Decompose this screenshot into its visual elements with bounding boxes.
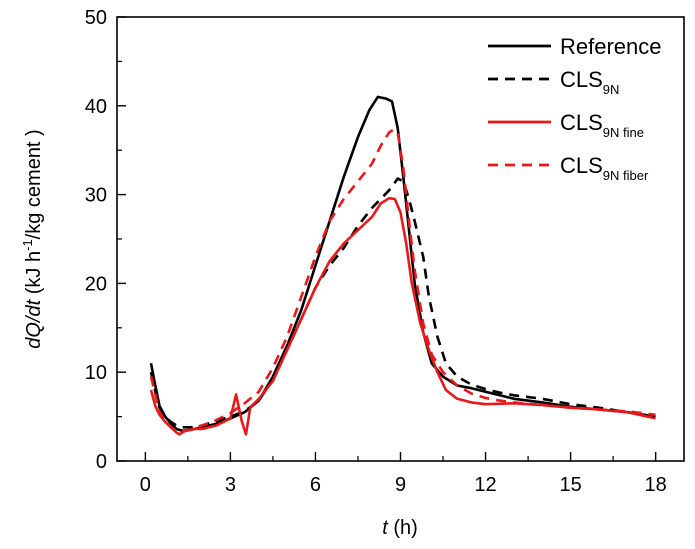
x-axis-label: t (h) — [382, 517, 418, 539]
x-tick-label-6: 6 — [310, 474, 321, 496]
legend-label-4: CLS9N fiber — [560, 153, 649, 183]
series-lines — [149, 95, 656, 436]
x-tick-label-15: 15 — [559, 474, 581, 496]
series-line-2 — [149, 177, 656, 429]
x-tick-label-9: 9 — [395, 474, 406, 496]
y-tick-label-30: 30 — [85, 185, 107, 207]
legend-label-2: CLS9N — [560, 67, 619, 97]
x-tick-label-18: 18 — [645, 474, 667, 496]
series-line-1 — [149, 95, 656, 433]
legend-label-3: CLS9N fine — [560, 110, 644, 140]
x-axis-ticks: 0 3 6 9 12 15 18 — [140, 452, 667, 496]
series-line-3 — [149, 196, 656, 436]
x-tick-label-3: 3 — [225, 474, 236, 496]
x-tick-label-12: 12 — [474, 474, 496, 496]
y-axis-ticks: 0 10 20 30 40 50 — [85, 7, 126, 473]
y-tick-label-10: 10 — [85, 362, 107, 384]
y-tick-label-40: 40 — [85, 96, 107, 118]
legend: Reference CLS9N CLS9N fine CLS9N fiber — [488, 34, 662, 183]
legend-label-1: Reference — [560, 34, 662, 59]
x-tick-label-0: 0 — [140, 474, 151, 496]
y-tick-label-50: 50 — [85, 7, 107, 29]
y-axis-label: dQ/dt (kJ h-1/kg cement ) — [20, 129, 45, 348]
series-line-4 — [149, 128, 656, 433]
y-tick-label-0: 0 — [96, 451, 107, 473]
y-tick-label-20: 20 — [85, 273, 107, 295]
